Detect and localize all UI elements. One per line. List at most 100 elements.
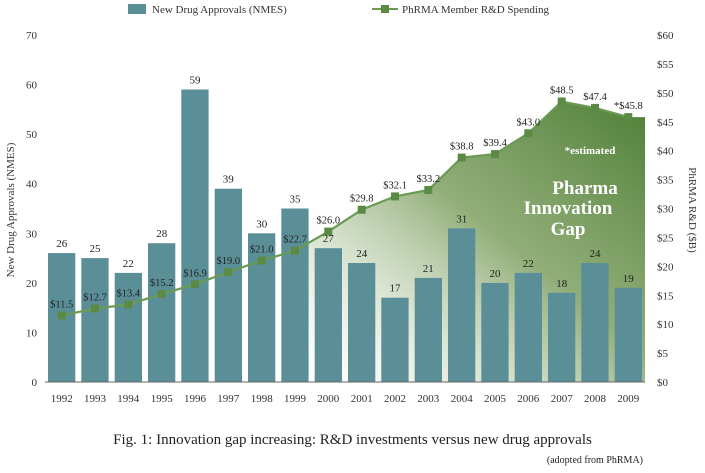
line-label-1997: $19.0	[216, 256, 240, 267]
x-tick-2002: 2002	[384, 393, 406, 405]
y-left-tick-20: 20	[26, 278, 38, 290]
y-right-tick-1: $5	[657, 348, 669, 360]
bar-label-1993: 25	[90, 243, 102, 255]
x-tick-2007: 2007	[551, 393, 574, 405]
chart: New Drug Approvals (NMES) PhRMA Member R…	[5, 4, 698, 405]
y-right-tick-2: $10	[657, 319, 674, 331]
y-left-tick-10: 10	[26, 327, 38, 339]
y-left-tick-50: 50	[26, 129, 38, 141]
line-label-1992: $11.5	[50, 300, 73, 311]
data-labels: 26 25 22 28 59 39 30 35 27 24 17 21 31 20 22 18 24 19 $11.…	[50, 75, 643, 311]
legend-bar-label: New Drug Approvals (NMES)	[152, 4, 287, 16]
bar-1994	[114, 272, 142, 382]
bar-label-1994: 22	[123, 258, 134, 270]
y-right-tick-0: $0	[657, 377, 669, 389]
estimated-note: *estimated	[565, 145, 616, 157]
x-tick-1998: 1998	[251, 393, 274, 405]
figure-caption: Fig. 1: Innovation gap increasing: R&D i…	[113, 432, 592, 448]
bar-2008	[581, 263, 609, 382]
bar-1997	[214, 188, 242, 382]
y-right-tick-9: $45	[657, 117, 674, 129]
bar-2004	[448, 228, 476, 382]
x-tick-1996: 1996	[184, 393, 207, 405]
line-point-1996	[191, 280, 199, 289]
bar-2007	[548, 292, 576, 382]
line-label-1996: $16.9	[183, 268, 207, 279]
legend-line-marker	[381, 5, 389, 13]
bars	[48, 89, 642, 382]
line-point-1998	[257, 256, 266, 265]
x-tick-2009: 2009	[617, 393, 640, 405]
line-point-2006	[524, 129, 533, 138]
y-left-tick-0: 0	[32, 377, 38, 389]
bar-label-1997: 39	[223, 174, 235, 186]
bar-1999	[281, 208, 309, 382]
line-point-2007	[557, 97, 566, 106]
x-tick-2004: 2004	[451, 393, 474, 405]
x-tick-2001: 2001	[351, 393, 373, 405]
gap-line-3: Gap	[551, 219, 586, 240]
line-label-2009: *$45.8	[614, 101, 643, 112]
y-right-tick-7: $35	[657, 175, 674, 187]
line-label-2005: $39.4	[483, 138, 507, 149]
line-point-1995	[157, 290, 166, 299]
y-right-tick-3: $15	[657, 290, 674, 302]
line-point-1997	[224, 268, 233, 277]
bar-label-1995: 28	[156, 228, 168, 240]
x-tick-2008: 2008	[584, 393, 607, 405]
bar-label-2001: 24	[356, 248, 368, 260]
y-left-tick-30: 30	[26, 228, 38, 240]
line-point-1994	[124, 300, 133, 309]
bar-1995	[148, 243, 176, 382]
x-tick-1993: 1993	[84, 393, 107, 405]
x-tick-2000: 2000	[317, 393, 340, 405]
x-tick-1992: 1992	[51, 393, 73, 405]
line-label-1998: $21.0	[250, 245, 274, 256]
bar-label-2008: 24	[590, 248, 602, 260]
line-point-1999	[291, 246, 299, 255]
line-label-2003: $33.2	[416, 174, 440, 185]
line-label-2000: $26.0	[316, 216, 340, 227]
line-rd-spending	[61, 100, 629, 317]
x-tick-1995: 1995	[151, 393, 174, 405]
y-left-tick-70: 70	[26, 30, 38, 42]
gap-line-2: Innovation	[524, 198, 613, 219]
y-right-tick-8: $40	[657, 146, 674, 158]
x-tick-1994: 1994	[117, 393, 140, 405]
bar-label-2004: 31	[456, 213, 467, 225]
bar-label-1998: 30	[256, 218, 268, 230]
axes: 1992 1993 1994 1995 1996 1997 1998 1999 2000 2001…	[26, 30, 674, 405]
x-tick-1997: 1997	[217, 393, 240, 405]
y-left-tick-60: 60	[26, 80, 38, 92]
line-label-1995: $15.2	[150, 278, 174, 289]
bar-label-2003: 21	[423, 263, 434, 275]
line-point-2005	[491, 150, 499, 159]
bar-label-2000: 27	[323, 233, 335, 245]
y-right-title: PhRMA R&D ($B)	[686, 167, 698, 253]
line-point-2002	[391, 192, 399, 201]
y-left-title: New Drug Approvals (NMES)	[5, 142, 17, 277]
y-right-tick-6: $30	[657, 204, 674, 216]
line-label-1993: $12.7	[83, 293, 107, 304]
line-point-2009	[624, 113, 633, 122]
bar-label-2006: 22	[523, 258, 534, 270]
x-tick-2006: 2006	[517, 393, 540, 405]
bar-2009	[614, 287, 642, 382]
x-tick-1999: 1999	[284, 393, 307, 405]
bar-label-1992: 26	[56, 238, 68, 250]
x-tick-2005: 2005	[484, 393, 507, 405]
bar-1993	[81, 258, 109, 382]
y-right-tick-10: $50	[657, 88, 674, 100]
y-right-tick-5: $25	[657, 232, 674, 244]
line-series	[57, 97, 633, 320]
y-right-tick-12: $60	[657, 30, 674, 42]
y-right-tick-11: $55	[657, 59, 674, 71]
line-label-2002: $32.1	[383, 180, 407, 191]
gap-line-1: Pharma	[552, 178, 618, 199]
gap-annotation: *estimated Pharma Innovation Gap	[524, 145, 619, 240]
bar-1996	[181, 89, 209, 382]
x-tick-2003: 2003	[417, 393, 440, 405]
bar-label-2007: 18	[556, 278, 568, 290]
line-label-1999: $22.7	[283, 235, 307, 246]
bar-2002	[381, 297, 409, 382]
